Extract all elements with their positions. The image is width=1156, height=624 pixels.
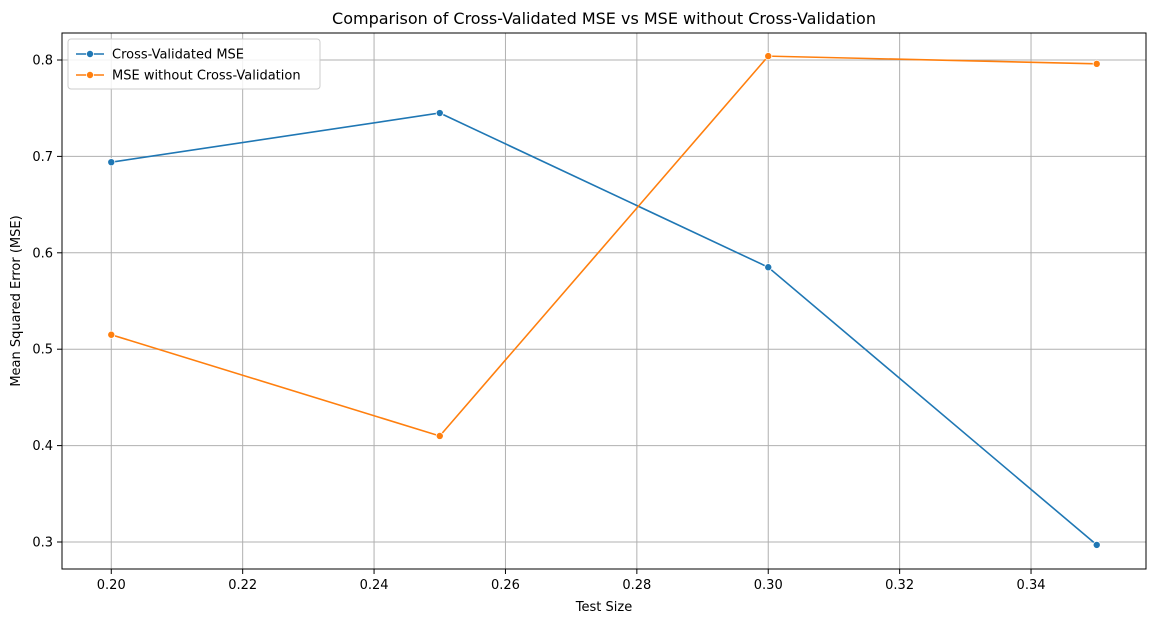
legend: Cross-Validated MSE MSE without Cross-Val… <box>67 38 321 90</box>
series-layer <box>107 52 1101 549</box>
data-point <box>435 109 444 118</box>
series-line <box>111 112 1098 546</box>
x-tick-label: 0.28 <box>622 578 651 593</box>
legend-label: MSE without Cross-Validation <box>112 69 301 84</box>
legend-marker <box>86 50 95 59</box>
data-point <box>435 431 444 440</box>
series-line <box>111 55 1097 437</box>
tick-layer: 0.20 0.22 0.24 0.26 0.28 0.30 0.32 0.34 0.3 0.4 0.… <box>32 53 1045 593</box>
plot-frame <box>61 32 1147 570</box>
legend-box <box>67 38 321 90</box>
x-tick-label: 0.30 <box>754 578 783 593</box>
y-tick-label: 0.6 <box>32 246 53 261</box>
y-tick-label: 0.8 <box>32 53 53 68</box>
x-tick-label: 0.20 <box>97 578 126 593</box>
grid-layer <box>62 33 1146 569</box>
x-tick-label: 0.34 <box>1017 578 1046 593</box>
x-axis-label: Test Size <box>575 600 632 615</box>
x-tick-label: 0.26 <box>491 578 520 593</box>
x-tick-label: 0.22 <box>228 578 257 593</box>
data-point <box>107 330 116 339</box>
data-point <box>764 52 773 61</box>
y-tick-label: 0.4 <box>32 439 53 454</box>
x-tick-label: 0.24 <box>360 578 389 593</box>
chart-title: Comparison of Cross-Validated MSE vs MSE… <box>332 9 876 28</box>
y-axis-label: Mean Squared Error (MSE) <box>9 215 24 386</box>
x-tick-label: 0.32 <box>885 578 914 593</box>
data-point <box>1092 59 1101 68</box>
data-point <box>764 263 773 272</box>
data-point <box>1092 540 1101 549</box>
legend-marker <box>86 71 95 80</box>
legend-label: Cross-Validated MSE <box>112 48 244 63</box>
y-tick-label: 0.3 <box>32 536 53 551</box>
y-tick-label: 0.7 <box>32 150 53 165</box>
y-tick-label: 0.5 <box>32 343 53 358</box>
data-point <box>107 158 116 167</box>
